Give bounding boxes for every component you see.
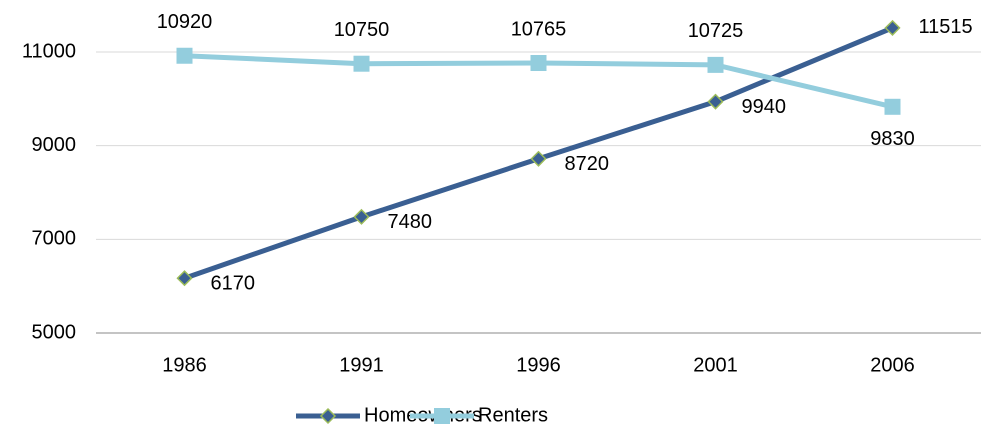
y-tick-label: 11000 [22,40,76,62]
marker-diamond [353,208,370,225]
marker-square [176,47,193,64]
data-label: 11515 [919,16,973,38]
marker-square [884,98,901,115]
marker-square [707,56,724,73]
marker-square [530,55,547,72]
marker-diamond [530,150,547,167]
marker-square [353,55,370,72]
data-label: 10725 [688,20,744,42]
marker-diamond [707,93,724,110]
marker-diamond [176,270,193,287]
x-tick-label: 2001 [693,354,738,376]
marker-diamond [884,19,901,36]
data-label: 9830 [870,128,915,150]
data-label: 7480 [388,211,433,233]
legend-label: Renters [478,404,548,426]
y-tick-label: 9000 [32,134,77,156]
data-label: 10765 [511,18,567,40]
data-label: 9940 [742,96,787,118]
x-tick-label: 1996 [516,354,561,376]
data-label: 8720 [565,153,610,175]
legend-item: Renters [410,404,548,426]
data-label: 10920 [157,11,213,33]
y-tick-label: 5000 [32,321,77,343]
data-label: 10750 [334,19,390,41]
x-tick-label: 1991 [339,354,384,376]
x-tick-label: 2006 [870,354,915,376]
marker-diamond [319,407,337,425]
x-tick-label: 1986 [162,354,207,376]
y-tick-label: 7000 [32,228,77,250]
data-label: 6170 [211,272,256,294]
marker-square [434,408,450,424]
